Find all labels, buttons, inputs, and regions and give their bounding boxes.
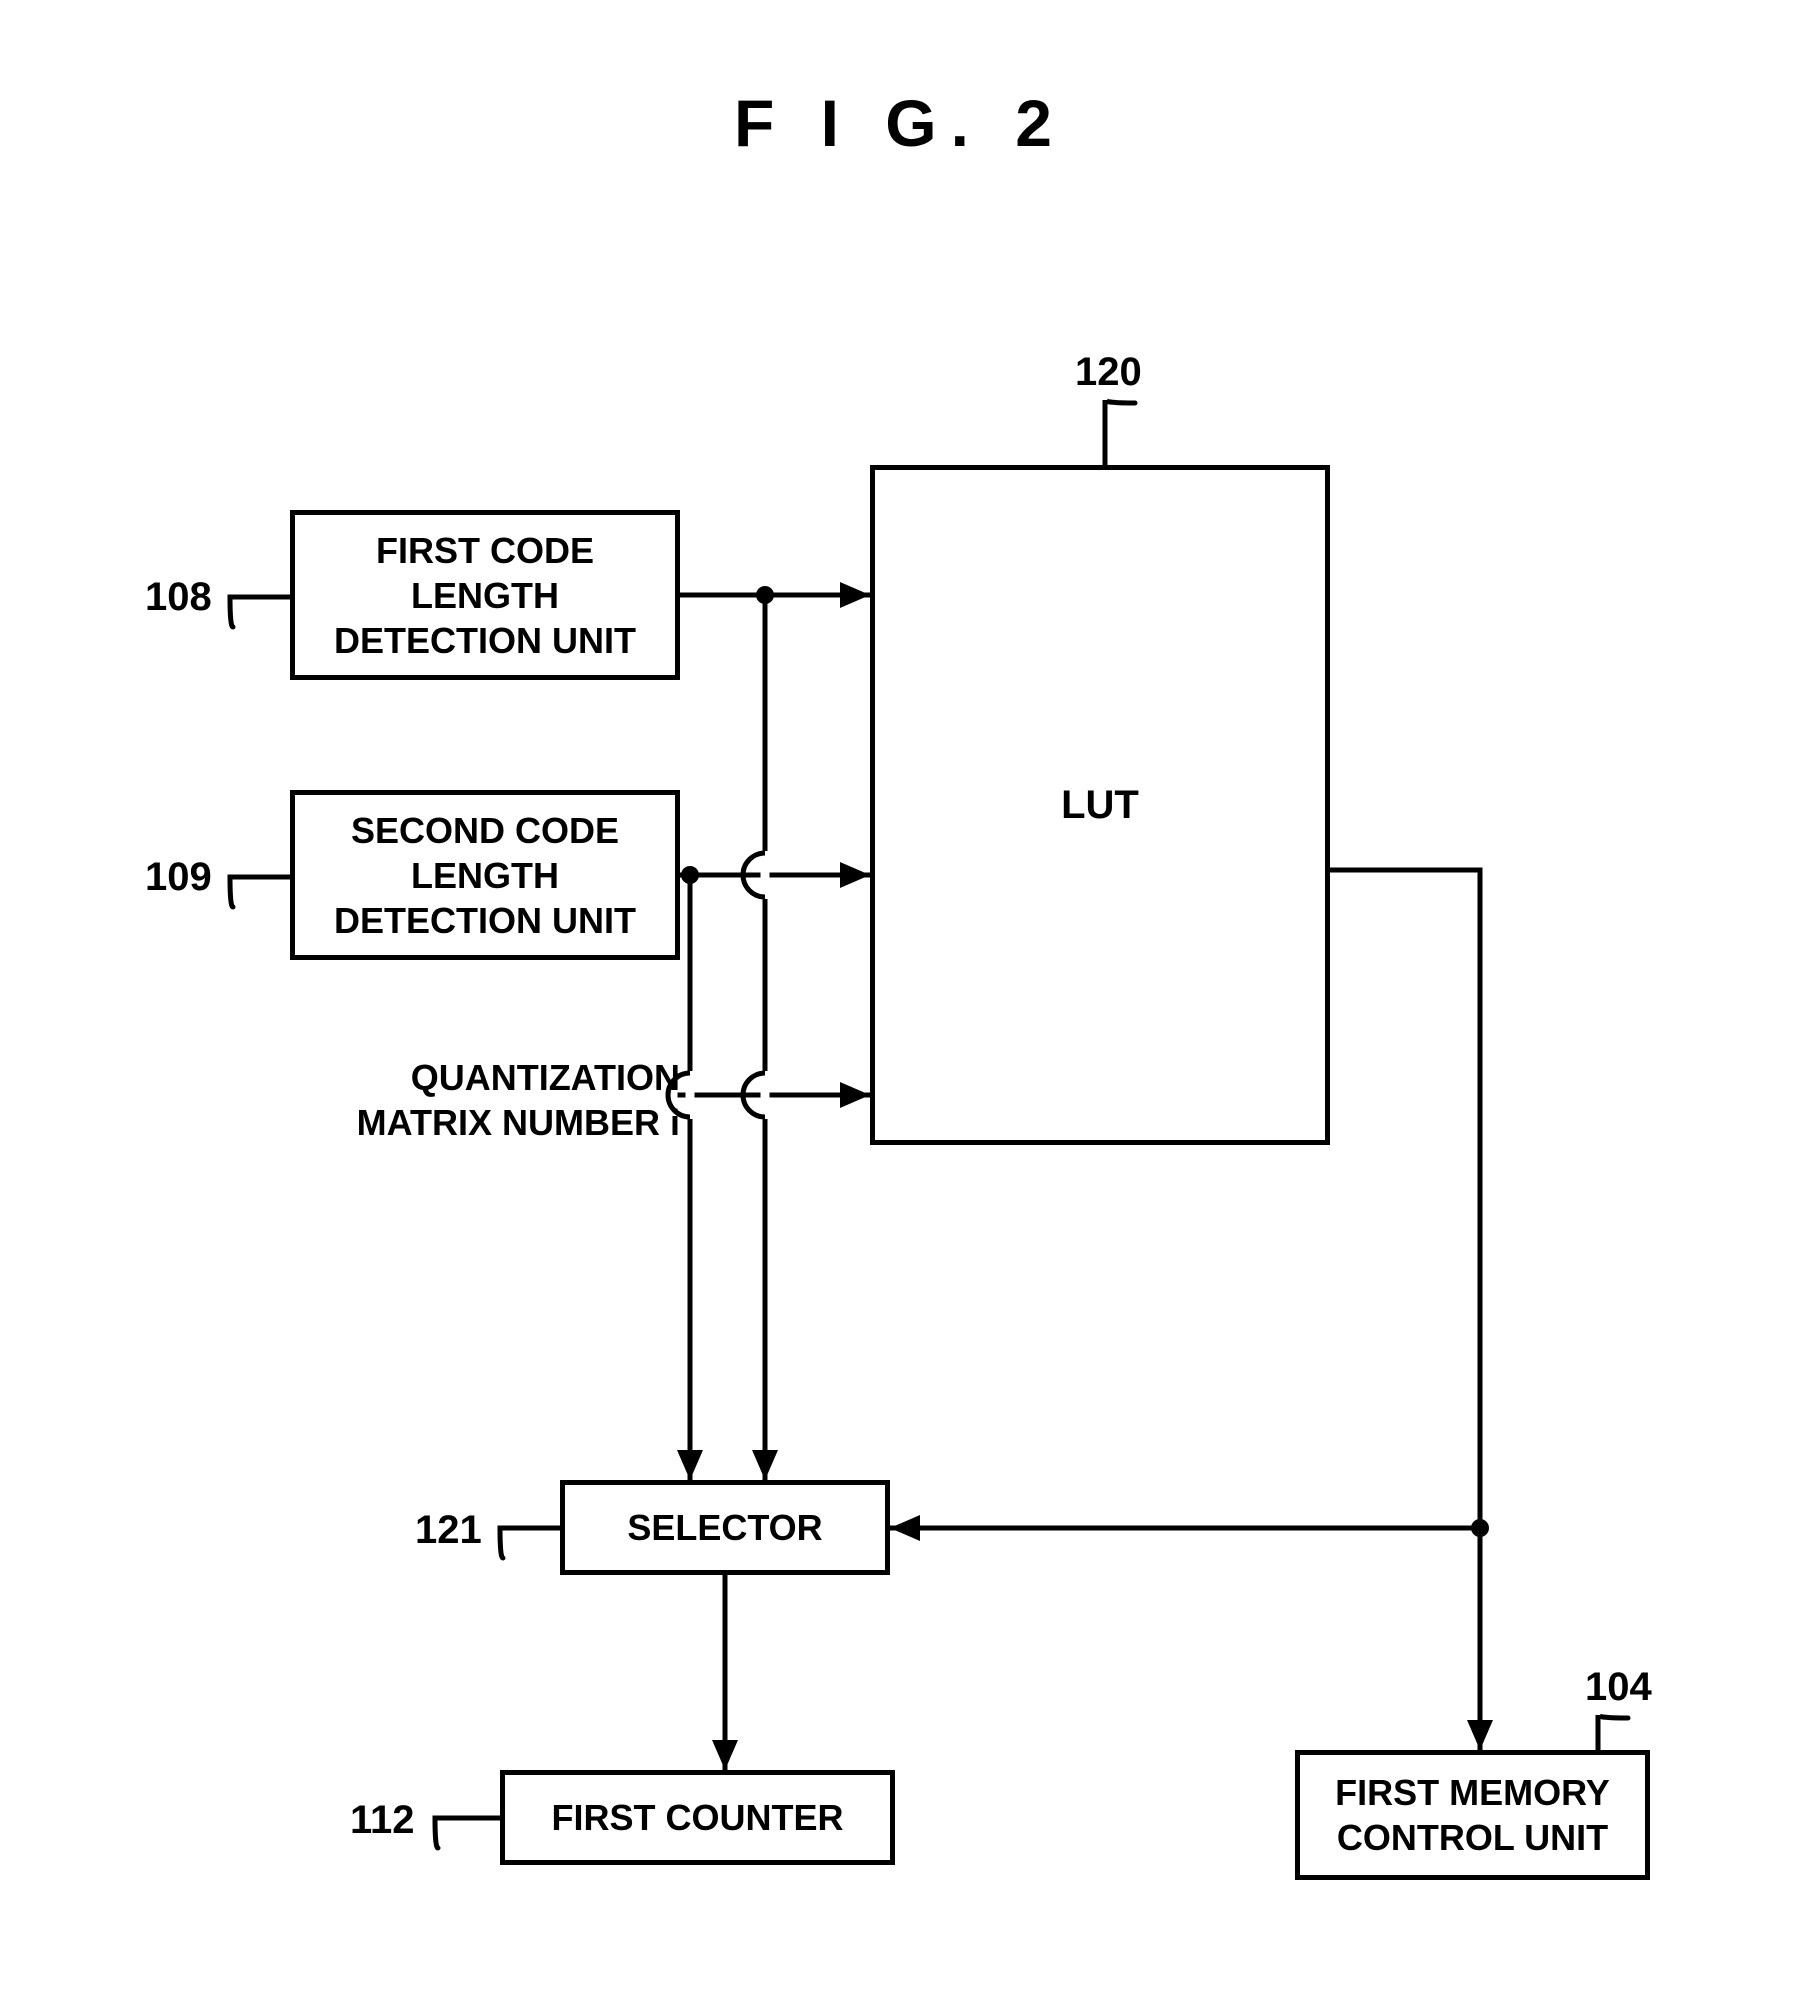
ref-109: 109	[145, 855, 212, 900]
box-selector: SELECTOR	[560, 1480, 890, 1575]
box-first-code-length-detection-unit: FIRST CODELENGTHDETECTION UNIT	[290, 510, 680, 680]
box-label: LUT	[1061, 780, 1139, 830]
ref-104: 104	[1585, 1665, 1652, 1710]
label-text: QUANTIZATIONMATRIX NUMBER i	[357, 1057, 680, 1143]
figure-title: F I G. 2	[0, 85, 1800, 161]
box-first-memory-control-unit: FIRST MEMORYCONTROL UNIT	[1295, 1750, 1650, 1880]
box-label: SELECTOR	[627, 1505, 822, 1550]
box-first-counter: FIRST COUNTER	[500, 1770, 895, 1865]
ref-120: 120	[1075, 350, 1142, 395]
ref-112: 112	[350, 1798, 415, 1843]
box-label: FIRST MEMORYCONTROL UNIT	[1335, 1770, 1610, 1860]
ref-108: 108	[145, 575, 212, 620]
box-label: SECOND CODELENGTHDETECTION UNIT	[334, 808, 636, 943]
ref-121: 121	[415, 1508, 482, 1553]
label-quantization-matrix-number: QUANTIZATIONMATRIX NUMBER i	[230, 1055, 680, 1145]
box-label: FIRST CODELENGTHDETECTION UNIT	[334, 528, 636, 663]
box-second-code-length-detection-unit: SECOND CODELENGTHDETECTION UNIT	[290, 790, 680, 960]
box-label: FIRST COUNTER	[552, 1795, 844, 1840]
box-lut: LUT	[870, 465, 1330, 1145]
